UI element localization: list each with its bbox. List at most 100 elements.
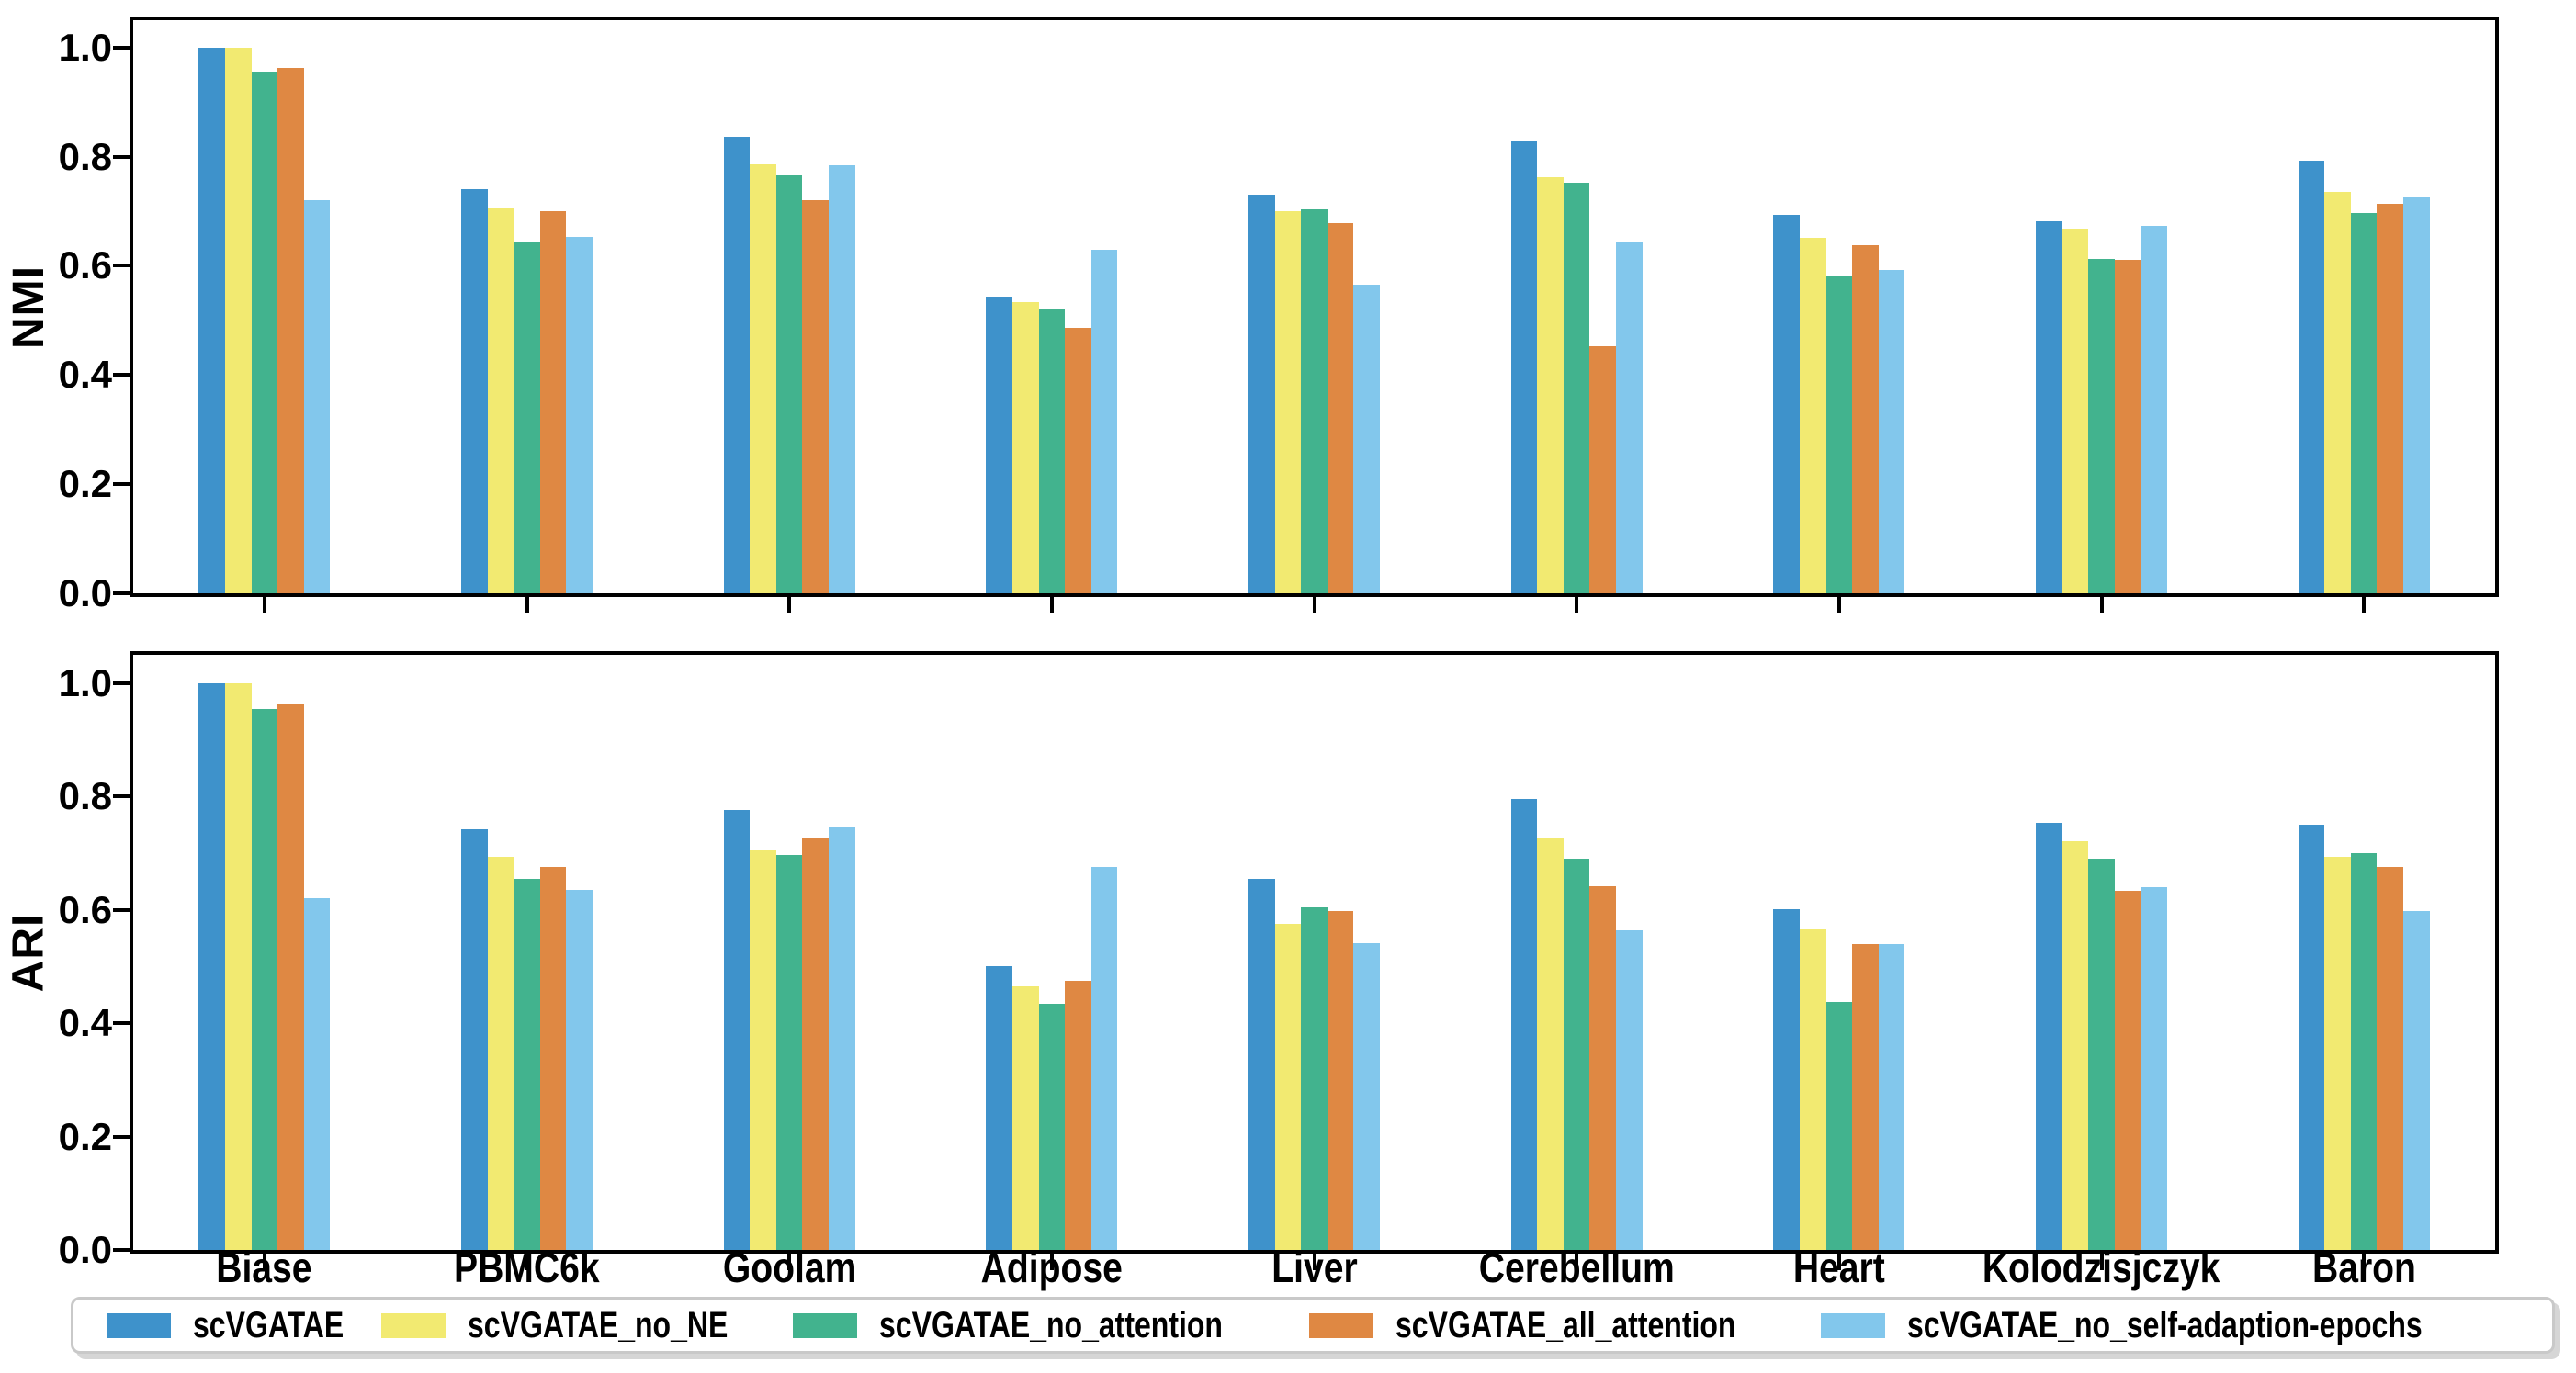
bar (1589, 885, 1616, 1250)
bar (2088, 859, 2115, 1250)
x-tick (2099, 1254, 2104, 1270)
bar (2403, 196, 2430, 593)
bar (1274, 923, 1302, 1250)
x-tick (1049, 597, 1054, 613)
bar (2377, 866, 2403, 1250)
y-tick-label: 0.2 (58, 462, 112, 506)
bar (1510, 141, 1538, 593)
bar (2298, 161, 2325, 593)
bar (1248, 879, 1275, 1250)
legend-item: scVGATAE_no_attention (793, 1305, 1308, 1345)
y-tick-label: 0.2 (58, 1114, 112, 1158)
y-tick (113, 45, 130, 50)
y-tick-label: 0.8 (58, 774, 112, 818)
bar (802, 200, 829, 593)
legend-label: scVGATAE_no_NE (468, 1305, 729, 1345)
x-tick-label: Kolodzisjczyk (1918, 1245, 2286, 1289)
legend-label: scVGATAE (193, 1305, 345, 1345)
bar (1510, 799, 1538, 1250)
bar (198, 682, 225, 1250)
x-tick-label-text: Liver (1271, 1244, 1358, 1291)
bar (1563, 182, 1590, 593)
bar (1773, 215, 1800, 593)
bar (1038, 1003, 1066, 1250)
x-tick-label-text: Baron (2311, 1244, 2416, 1291)
bar (1274, 211, 1302, 593)
bar (1537, 176, 1564, 593)
bar (198, 47, 225, 593)
bar (775, 854, 803, 1250)
bar (1852, 943, 1879, 1250)
bar (251, 709, 278, 1250)
bar (1852, 244, 1879, 593)
x-tick-label-text: Cerebellum (1478, 1244, 1675, 1291)
bar (1353, 285, 1380, 593)
x-tick-label: Adipose (868, 1245, 1236, 1289)
x-tick-label-text: Biase (216, 1244, 312, 1291)
bar (566, 236, 593, 593)
legend-label: scVGATAE_no_self-adaption-epochs (1906, 1305, 2423, 1345)
bar (986, 297, 1012, 593)
x-tick-label-text: Goolam (722, 1244, 856, 1291)
x-tick-label-text: Kolodzisjczyk (1983, 1244, 2220, 1291)
bar (224, 47, 252, 593)
x-tick-label-text: Heart (1792, 1244, 1885, 1291)
x-tick (525, 1254, 529, 1270)
bar (2062, 229, 2089, 593)
bar (1616, 929, 1643, 1250)
bar (1065, 981, 1091, 1250)
bar (1011, 302, 1039, 593)
bar (539, 211, 567, 593)
legend-swatch (793, 1312, 858, 1338)
x-tick (262, 597, 266, 613)
y-tick (113, 1021, 130, 1026)
x-tick (1312, 597, 1316, 613)
bar (1327, 910, 1354, 1250)
bar (303, 898, 331, 1250)
bar (2377, 204, 2403, 593)
y-tick (113, 154, 130, 159)
bar (986, 966, 1012, 1250)
bar (1825, 1001, 1853, 1250)
x-tick (1049, 1254, 1054, 1270)
y-tick-label: 0.6 (58, 243, 112, 287)
bar (723, 137, 751, 593)
bar (1773, 909, 1800, 1250)
bar (2350, 853, 2378, 1250)
bar (566, 890, 593, 1250)
y-tick-label: 1.0 (58, 660, 112, 704)
x-tick (1836, 1254, 1841, 1270)
legend-label: scVGATAE_no_attention (879, 1305, 1224, 1345)
x-tick (2362, 597, 2367, 613)
bar (2298, 824, 2325, 1250)
bar (224, 682, 252, 1250)
x-tick (1575, 597, 1579, 613)
legend-item: scVGATAE_no_self-adaption-epochs (1820, 1305, 2551, 1345)
x-tick (262, 1254, 266, 1270)
y-tick (113, 264, 130, 268)
bar (2036, 822, 2062, 1250)
bar (802, 838, 829, 1250)
x-tick-label: Cerebellum (1393, 1245, 1760, 1289)
bar (2141, 887, 2167, 1250)
y-tick (113, 1248, 130, 1252)
x-tick-label-text: Adipose (980, 1244, 1123, 1291)
bar (1589, 345, 1616, 593)
x-tick-label-text: PBMC6k (454, 1244, 600, 1291)
x-tick (1836, 597, 1841, 613)
y-axis-label-ari: ARI (0, 651, 57, 1254)
nmi-axes: 0.0 0.2 0.4 0.6 0.8 1.0 (59, 17, 2499, 614)
bar (1301, 208, 1328, 593)
legend-swatch (107, 1312, 171, 1338)
bar (1090, 867, 1118, 1250)
bar (1799, 928, 1826, 1250)
bar (775, 175, 803, 593)
bar (1616, 242, 1643, 593)
x-tick (1575, 1254, 1579, 1270)
bar (303, 199, 331, 593)
legend-item: scVGATAE (107, 1305, 381, 1345)
bar (1248, 195, 1275, 593)
y-tick (113, 794, 130, 799)
y-axis-label-nmi-text: NMI (4, 264, 53, 349)
bar (487, 208, 514, 593)
